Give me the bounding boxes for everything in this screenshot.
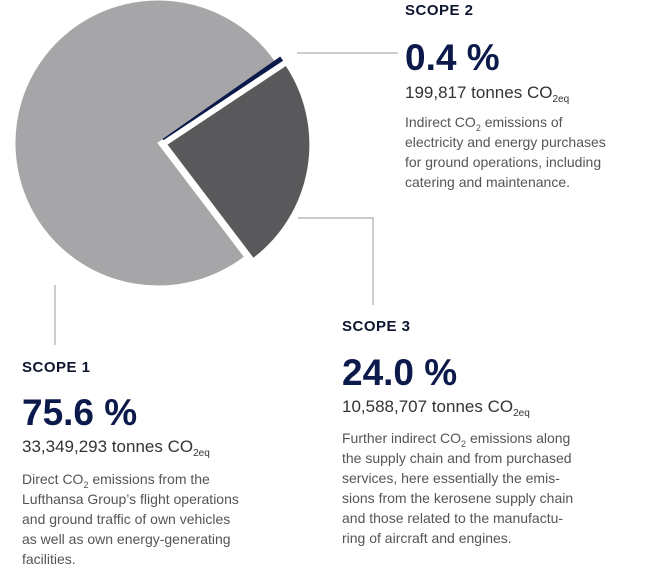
percent-label: 0.4 % (405, 37, 500, 78)
description-line: and ground traffic of own vehicles (22, 511, 230, 527)
description-line: sions from the kerosene supply chain (342, 490, 573, 506)
text-segment: 33,349,293 tonnes CO (22, 437, 193, 456)
description-line: electricity and energy purchases (405, 134, 606, 150)
description-line: Lufthansa Group’s flight operations (22, 491, 239, 507)
subscript: 2 (476, 123, 481, 133)
percent-label: 75.6 % (22, 392, 137, 433)
text-segment: catering and maintenance. (405, 174, 570, 190)
tonnes-label: 199,817 tonnes CO2eq (405, 83, 569, 105)
text-segment: Direct CO (22, 471, 84, 487)
text-segment: electricity and energy purchases (405, 134, 606, 150)
text-segment: Further indirect CO (342, 430, 461, 446)
pie-slice (162, 56, 284, 141)
scope-label: SCOPE 1 (22, 359, 91, 376)
pie-slice (14, 0, 276, 287)
text-segment: emissions from the (88, 471, 210, 487)
tonnes-label: 10,588,707 tonnes CO2eq (342, 397, 530, 419)
description-line: Further indirect CO2 emissions along (342, 430, 570, 449)
percent-label: 24.0 % (342, 352, 457, 393)
subscript: 2eq (193, 448, 210, 459)
subscript: 2eq (513, 408, 530, 419)
description-line: and those related to the manufactu- (342, 510, 563, 526)
connector (298, 217, 374, 305)
description-line: catering and maintenance. (405, 174, 570, 190)
text-segment: and those related to the manufactu- (342, 510, 563, 526)
description-line: ring of aircraft and engines. (342, 530, 512, 546)
description-line: for ground operations, including (405, 154, 601, 170)
description-line: services, here essentially the emis- (342, 470, 560, 486)
description-line: Direct CO2 emissions from the (22, 471, 210, 490)
text-segment: sions from the kerosene supply chain (342, 490, 573, 506)
text-segment: Lufthansa Group’s flight operations (22, 491, 239, 507)
text-segment: facilities. (22, 551, 76, 567)
text-segment: as well as own energy-generating (22, 531, 231, 547)
text-segment: emissions along (466, 430, 570, 446)
subscript: 2 (461, 439, 466, 449)
description-line: facilities. (22, 551, 76, 567)
description-line: the supply chain and from purchased (342, 450, 572, 466)
description-line: Indirect CO2 emissions of (405, 114, 563, 133)
text-segment: 10,588,707 tonnes CO (342, 397, 513, 416)
tonnes-label: 33,349,293 tonnes CO2eq (22, 437, 210, 459)
pie-slice (166, 64, 311, 260)
text-segment: Indirect CO (405, 114, 476, 130)
text-segment: services, here essentially the emis- (342, 470, 560, 486)
subscript: 2 (83, 480, 88, 490)
scope-label: SCOPE 2 (405, 2, 474, 19)
description-line: as well as own energy-generating (22, 531, 231, 547)
scope-label: SCOPE 3 (342, 318, 411, 335)
text-segment: for ground operations, including (405, 154, 601, 170)
subscript: 2eq (552, 94, 569, 105)
text-segment: 199,817 tonnes CO (405, 83, 552, 102)
text-segment: ring of aircraft and engines. (342, 530, 512, 546)
text-segment: and ground traffic of own vehicles (22, 511, 230, 527)
text-segment: the supply chain and from purchased (342, 450, 572, 466)
text-segment: emissions of (481, 114, 563, 130)
